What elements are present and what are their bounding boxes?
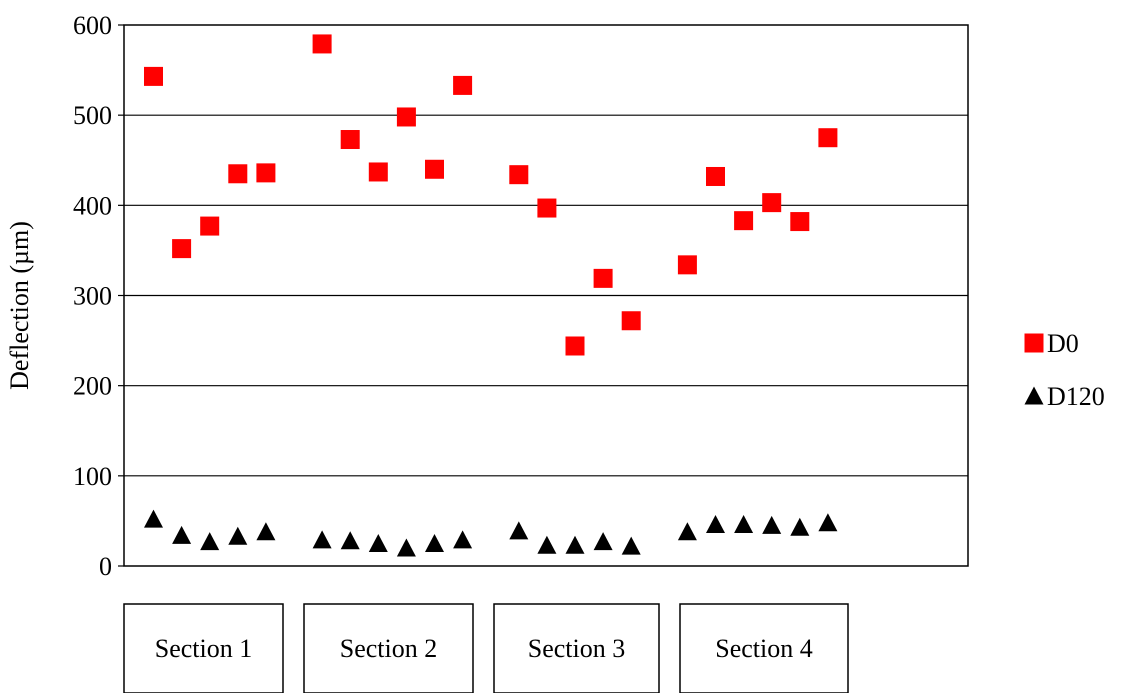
section-box-border xyxy=(679,603,849,693)
point-d0 xyxy=(396,107,416,127)
section-box: Section 3 xyxy=(493,603,660,693)
point-d0 xyxy=(677,255,697,275)
point-d120 xyxy=(200,532,220,551)
point-d0 xyxy=(734,211,754,231)
point-d0 xyxy=(256,163,276,183)
point-d120 xyxy=(790,517,810,536)
point-d0 xyxy=(340,130,360,150)
chart-marks xyxy=(144,34,838,557)
point-d0 xyxy=(368,162,388,182)
series-d0 xyxy=(144,34,838,356)
series-d120 xyxy=(144,509,838,557)
point-d120 xyxy=(340,531,360,550)
point-d120 xyxy=(396,538,416,557)
chart-gridlines xyxy=(124,114,968,477)
point-d120 xyxy=(818,513,838,532)
point-d120 xyxy=(368,533,388,552)
y-tick-label: 100 xyxy=(73,462,112,491)
point-d0 xyxy=(790,212,810,232)
point-d0 xyxy=(565,336,585,356)
legend-marker xyxy=(1024,333,1044,353)
point-d0 xyxy=(593,268,613,288)
y-tick-label: 600 xyxy=(73,11,112,40)
point-d0 xyxy=(706,166,725,186)
point-d120 xyxy=(453,530,473,549)
point-d0 xyxy=(537,198,557,218)
point-d120 xyxy=(228,526,248,545)
point-d120 xyxy=(509,521,529,540)
point-d120 xyxy=(172,525,192,544)
section-box: Section 4 xyxy=(679,603,849,693)
legend-label: D0 xyxy=(1047,329,1079,358)
y-axis-ticks: 0 100 200 300 400 500 600 xyxy=(73,11,124,581)
point-d120 xyxy=(425,533,444,552)
point-d0 xyxy=(425,159,444,179)
legend-marker xyxy=(1024,386,1044,405)
point-d120 xyxy=(734,515,754,534)
point-d0 xyxy=(509,165,529,185)
point-d120 xyxy=(144,509,163,528)
point-d0 xyxy=(144,66,163,86)
section-label: Section 1 xyxy=(155,634,253,663)
point-d120 xyxy=(537,535,557,554)
y-tick-label: 200 xyxy=(73,372,112,401)
y-tick-label: 0 xyxy=(99,552,112,581)
point-d0 xyxy=(312,34,332,54)
section-label: Section 2 xyxy=(340,634,438,663)
point-d120 xyxy=(256,522,276,541)
point-d120 xyxy=(593,532,613,551)
point-d0 xyxy=(621,311,641,331)
section-boxes: Section 1 Section 2 Section 3 Section 4 xyxy=(123,603,849,693)
section-label: Section 4 xyxy=(715,634,813,663)
legend: D0 D120 xyxy=(1024,329,1105,411)
legend-item: D120 xyxy=(1024,382,1105,411)
y-axis-label: Deflection (µm) xyxy=(5,221,34,390)
point-d0 xyxy=(453,75,473,95)
point-d120 xyxy=(706,515,725,534)
point-d120 xyxy=(762,515,782,534)
section-box-border xyxy=(123,603,284,693)
point-d120 xyxy=(677,522,697,541)
point-d120 xyxy=(565,535,585,554)
point-d0 xyxy=(228,164,248,184)
y-tick-label: 400 xyxy=(73,191,112,220)
point-d120 xyxy=(312,530,332,549)
section-box: Section 1 xyxy=(123,603,284,693)
point-d0 xyxy=(762,193,782,213)
point-d0 xyxy=(818,128,838,148)
section-box: Section 2 xyxy=(303,603,474,693)
legend-label: D120 xyxy=(1047,382,1105,411)
y-tick-label: 300 xyxy=(73,282,112,311)
section-label: Section 3 xyxy=(528,634,626,663)
section-box-border xyxy=(303,603,474,693)
point-d0 xyxy=(200,216,220,236)
point-d0 xyxy=(172,239,192,259)
y-tick-label: 500 xyxy=(73,101,112,130)
legend-item: D0 xyxy=(1024,329,1079,358)
section-box-border xyxy=(493,603,660,693)
point-d120 xyxy=(621,536,641,555)
